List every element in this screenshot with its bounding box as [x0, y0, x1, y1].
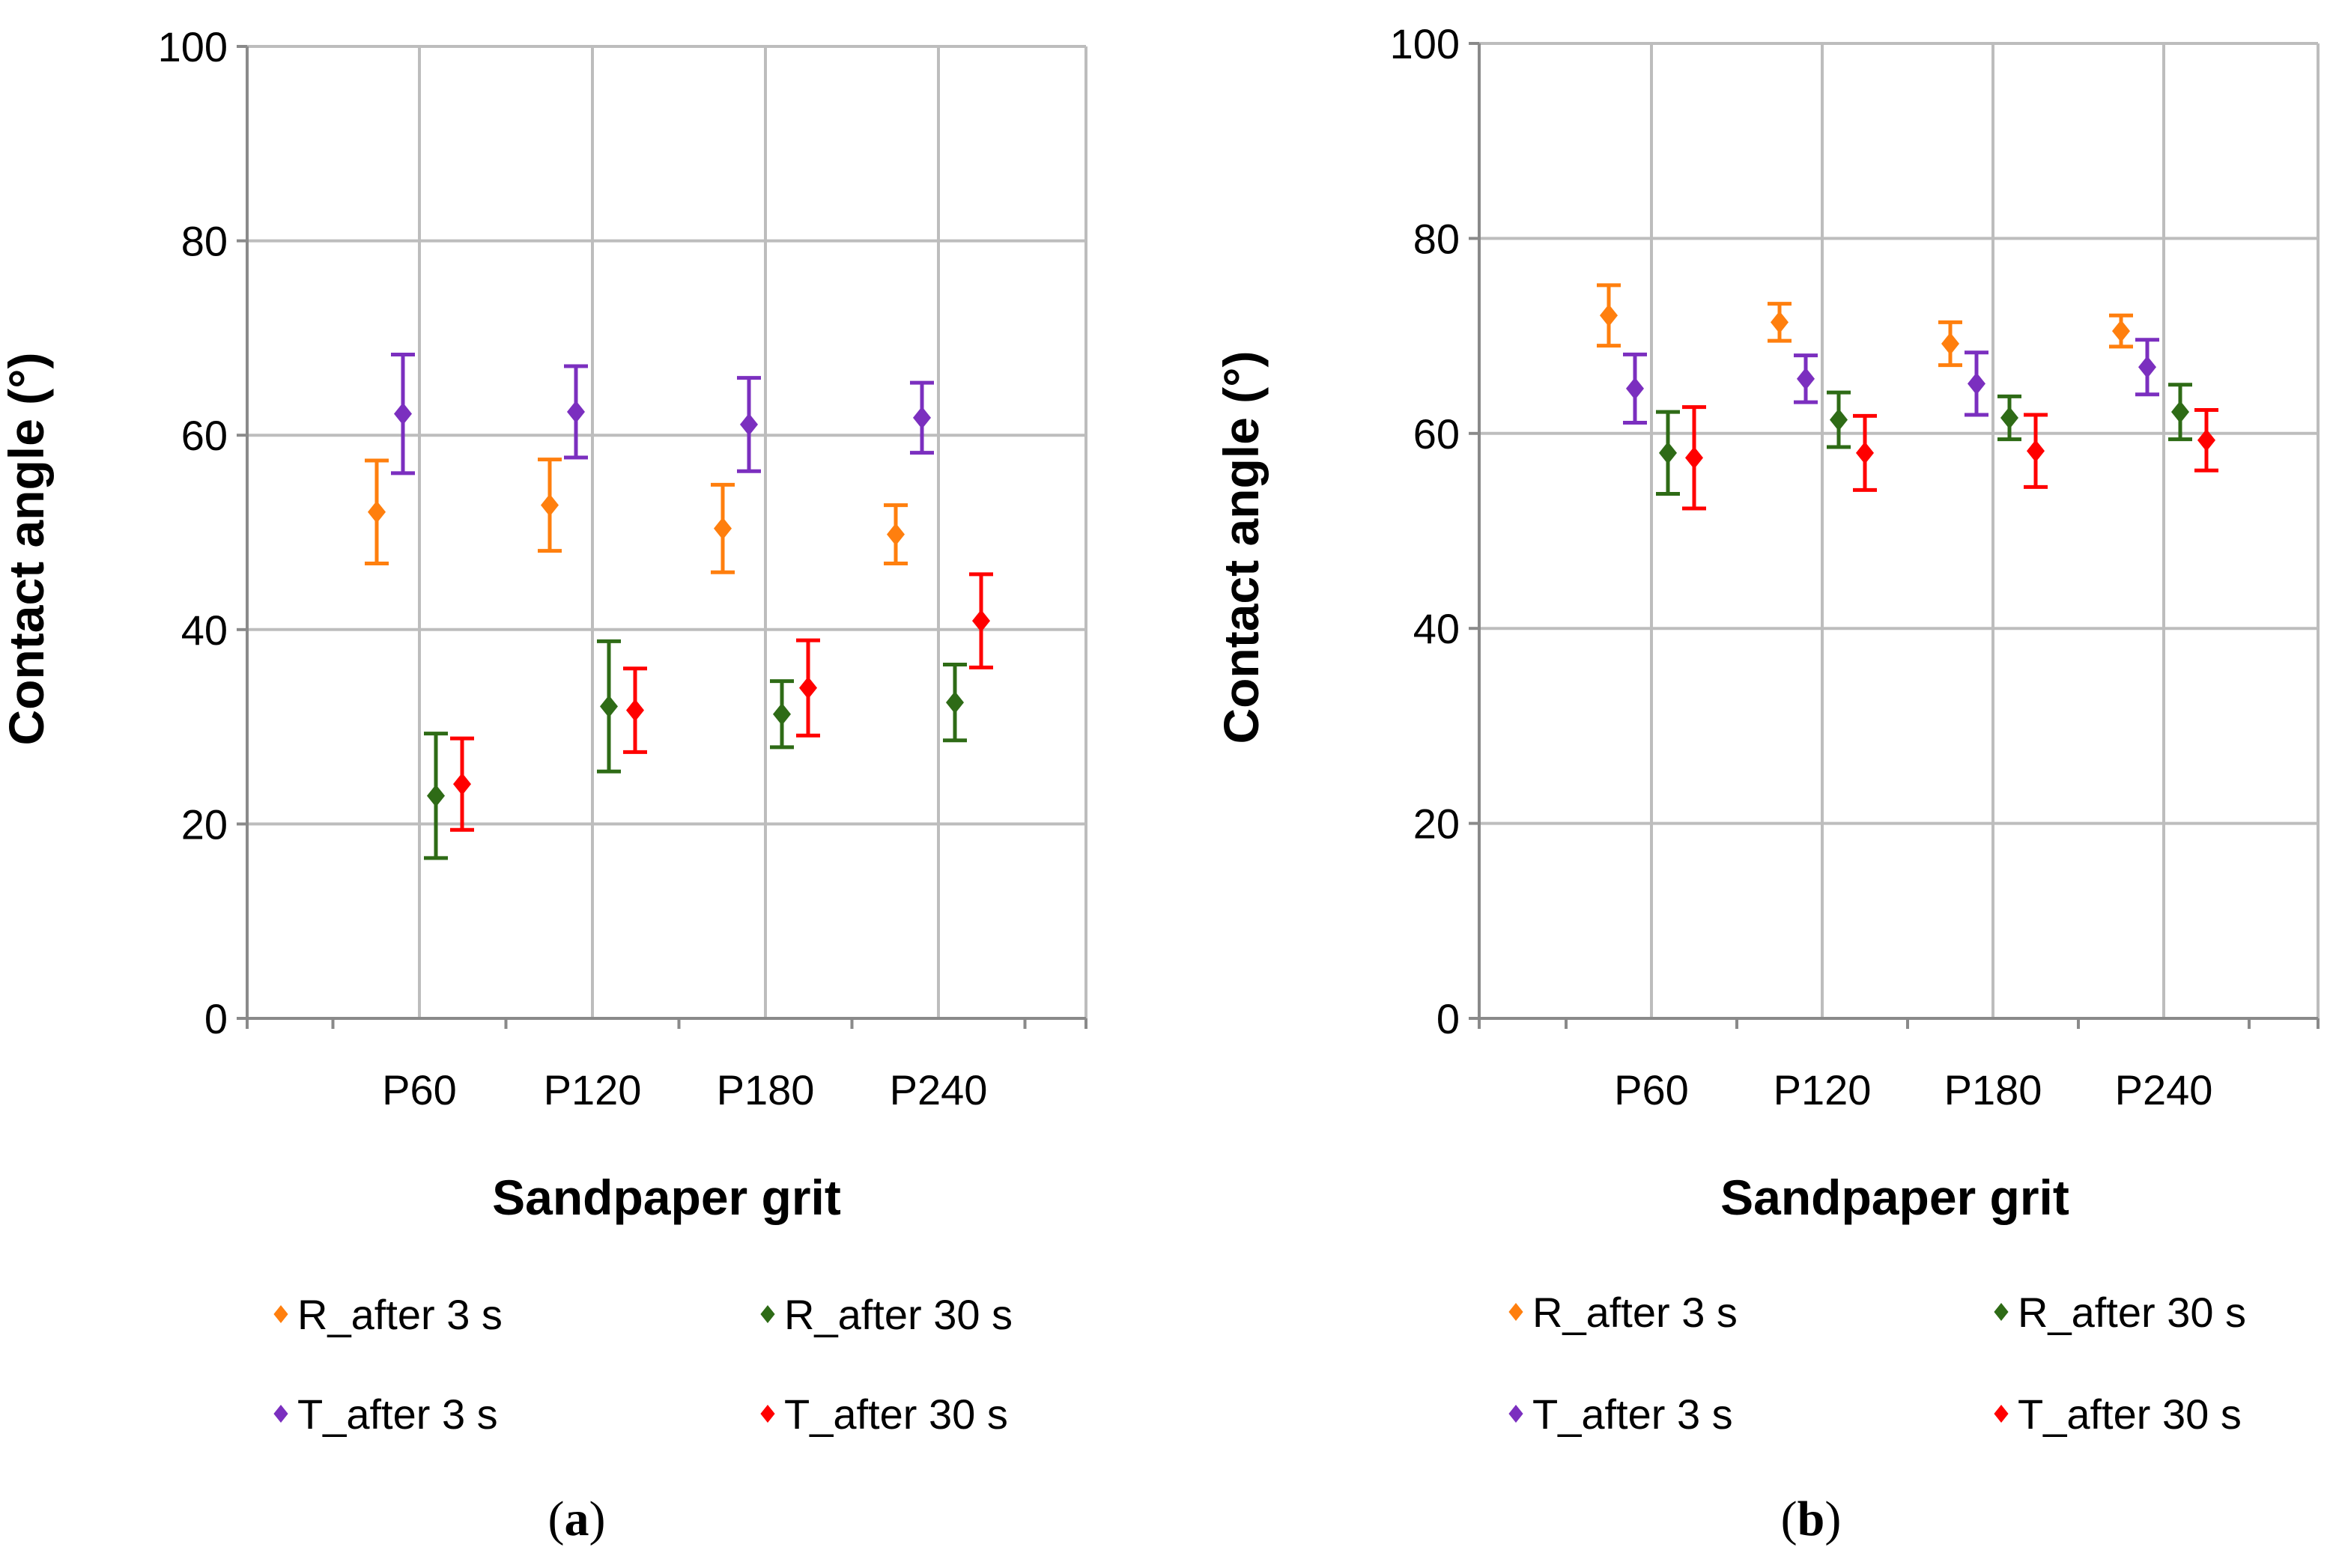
x-tick-label: P60 — [382, 1066, 457, 1113]
chart-panel-a: 0 20 40 60 80 100 P60 P120 P180 P240 Sandpaper gri… — [0, 23, 1087, 1546]
data-point — [2171, 401, 2189, 424]
y-tick-label: 20 — [1413, 800, 1460, 848]
data-point — [799, 676, 817, 699]
series-r-after-3-s — [365, 458, 908, 574]
legend-item: T_after 3 s — [1508, 1391, 1733, 1438]
panel-label-open: ( — [548, 1492, 565, 1546]
legend-label: R_after 30 s — [784, 1291, 1013, 1338]
data-point — [1830, 408, 1848, 431]
data-point — [1771, 311, 1789, 334]
data-point — [1659, 441, 1677, 464]
panel-label-letter: a — [565, 1492, 589, 1546]
data-point — [567, 401, 585, 424]
x-tick-label: P240 — [890, 1066, 988, 1113]
y-tick-label: 100 — [158, 23, 228, 70]
series-t-after-30-s — [1682, 405, 2218, 511]
y-tick-label: 60 — [1413, 410, 1460, 458]
data-point — [427, 784, 445, 807]
data-point — [368, 500, 386, 523]
data-point — [946, 691, 964, 714]
x-tick-label: P60 — [1614, 1066, 1689, 1113]
data-point — [2138, 356, 2156, 379]
y-axis-title: Contact angle (°) — [1213, 350, 1269, 744]
legend-marker — [760, 1305, 775, 1323]
x-tick-label: P120 — [1774, 1066, 1872, 1113]
panel-label-close: ) — [1824, 1492, 1841, 1546]
y-axis-title: Contact angle (°) — [0, 352, 54, 745]
legend-label: R_after 3 s — [297, 1291, 503, 1338]
y-tick-label: 40 — [1413, 605, 1460, 652]
legend-item: R_after 3 s — [1508, 1289, 1738, 1336]
legend-marker — [1508, 1405, 1523, 1423]
data-point — [740, 413, 758, 436]
legend-item: T_after 30 s — [760, 1391, 1008, 1438]
y-tick-label: 100 — [1390, 20, 1460, 67]
data-point — [887, 523, 905, 546]
panel-label-open: ( — [1781, 1492, 1797, 1546]
legend-label: T_after 3 s — [297, 1391, 498, 1438]
series-r-after-3-s — [1597, 283, 2133, 368]
data-point — [1941, 332, 1959, 356]
legend-marker — [273, 1405, 288, 1423]
data-point — [600, 695, 618, 718]
legend-label: R_after 3 s — [1532, 1289, 1738, 1336]
panel-label: (b) — [1781, 1492, 1842, 1546]
series-r-after-30-s — [1656, 383, 2192, 496]
data-point — [2000, 406, 2018, 429]
data-point — [1685, 446, 1703, 470]
data-point — [1797, 367, 1815, 390]
data-point — [2112, 320, 2130, 343]
legend-label: T_after 30 s — [2018, 1391, 2242, 1438]
panel-label: (a) — [548, 1492, 606, 1546]
legend-marker — [1994, 1405, 2009, 1423]
data-point — [541, 493, 559, 517]
y-tick-label: 20 — [181, 800, 228, 848]
data-point — [1968, 372, 1985, 395]
legend-label: T_after 30 s — [784, 1391, 1008, 1438]
legend-item: T_after 30 s — [1994, 1391, 2242, 1438]
series-t-after-30-s — [450, 572, 993, 832]
data-point — [773, 702, 791, 726]
panel-label-close: ) — [589, 1492, 606, 1546]
legend-item: R_after 30 s — [760, 1291, 1013, 1338]
y-tick-label: 0 — [1437, 995, 1460, 1042]
series-t-after-3-s — [391, 352, 934, 475]
legend-marker — [273, 1305, 288, 1323]
legend-marker — [1994, 1303, 2009, 1321]
data-point — [1600, 304, 1618, 327]
series-r-after-30-s — [424, 639, 967, 860]
data-point — [394, 402, 412, 425]
x-tick-label: P180 — [717, 1066, 815, 1113]
legend-label: R_after 30 s — [2018, 1289, 2246, 1336]
data-point — [1626, 377, 1644, 400]
y-tick-label: 80 — [1413, 215, 1460, 262]
legend-item: T_after 3 s — [273, 1391, 498, 1438]
data-point — [453, 773, 471, 796]
y-tick-label: 0 — [204, 995, 228, 1042]
data-point — [913, 406, 931, 429]
x-axis-title: Sandpaper grit — [1720, 1170, 2069, 1225]
y-tick-label: 80 — [181, 218, 228, 265]
data-point — [972, 610, 990, 633]
legend-marker — [760, 1405, 775, 1423]
legend-marker — [1508, 1303, 1523, 1321]
legend-label: T_after 3 s — [1532, 1391, 1733, 1438]
y-tick-label: 40 — [181, 607, 228, 654]
x-tick-label: P240 — [2115, 1066, 2213, 1113]
panel-label-letter: b — [1797, 1492, 1825, 1546]
x-axis-title: Sandpaper grit — [492, 1170, 841, 1225]
legend-item: R_after 3 s — [273, 1291, 503, 1338]
y-tick-label: 60 — [181, 412, 228, 459]
data-point — [2027, 440, 2045, 463]
data-point — [2197, 428, 2215, 452]
series-t-after-3-s — [1623, 338, 2159, 425]
legend-item: R_after 30 s — [1994, 1289, 2246, 1336]
chart-panel-b: 0 20 40 60 80 100 P60 P120 P180 P240 Sandpaper gri… — [1213, 20, 2320, 1546]
data-point — [626, 699, 644, 722]
x-tick-label: P180 — [1944, 1066, 2042, 1113]
data-point — [714, 517, 732, 540]
x-tick-label: P120 — [544, 1066, 642, 1113]
data-point — [1856, 441, 1874, 464]
